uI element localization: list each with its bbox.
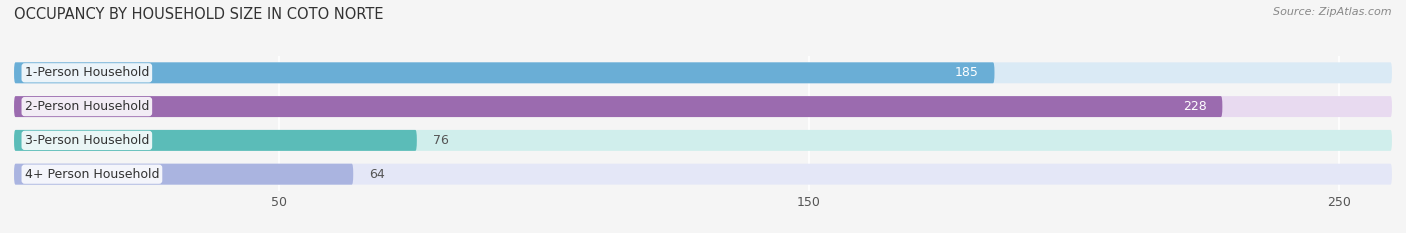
- FancyBboxPatch shape: [14, 130, 416, 151]
- Text: 1-Person Household: 1-Person Household: [25, 66, 149, 79]
- FancyBboxPatch shape: [14, 96, 1392, 117]
- Text: 185: 185: [955, 66, 979, 79]
- Text: 4+ Person Household: 4+ Person Household: [25, 168, 159, 181]
- Text: 64: 64: [370, 168, 385, 181]
- FancyBboxPatch shape: [14, 164, 1392, 185]
- Text: OCCUPANCY BY HOUSEHOLD SIZE IN COTO NORTE: OCCUPANCY BY HOUSEHOLD SIZE IN COTO NORT…: [14, 7, 384, 22]
- Text: 2-Person Household: 2-Person Household: [25, 100, 149, 113]
- FancyBboxPatch shape: [14, 130, 1392, 151]
- FancyBboxPatch shape: [14, 62, 1392, 83]
- FancyBboxPatch shape: [14, 164, 353, 185]
- FancyBboxPatch shape: [14, 96, 1222, 117]
- Text: 3-Person Household: 3-Person Household: [25, 134, 149, 147]
- Text: 228: 228: [1182, 100, 1206, 113]
- Text: Source: ZipAtlas.com: Source: ZipAtlas.com: [1274, 7, 1392, 17]
- FancyBboxPatch shape: [14, 62, 994, 83]
- Text: 76: 76: [433, 134, 449, 147]
